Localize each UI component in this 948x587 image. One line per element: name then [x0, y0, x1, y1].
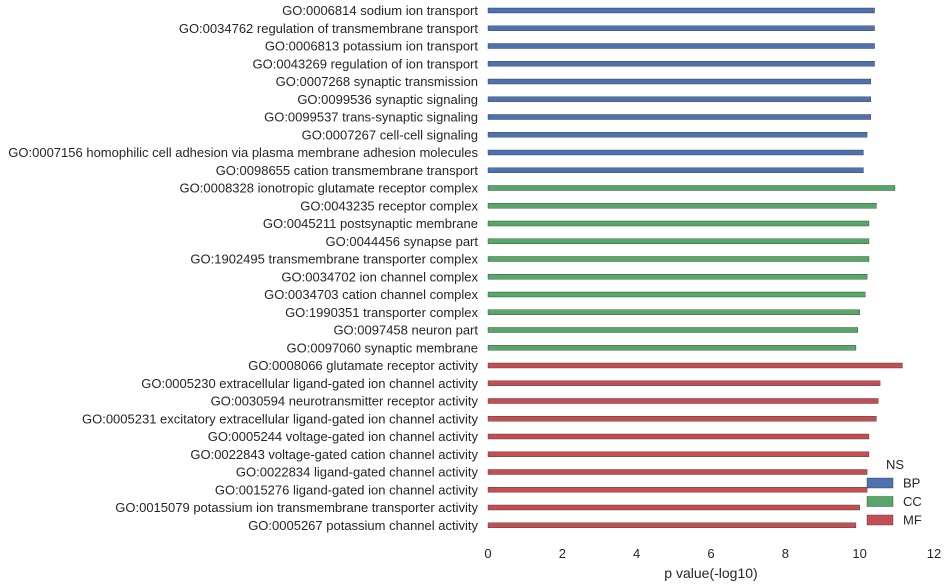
- category-label: GO:0044456 synapse part: [326, 234, 479, 249]
- category-label: GO:0043235 receptor complex: [300, 198, 478, 213]
- legend-label-bp: BP: [903, 476, 920, 491]
- bars-layer: [487, 7, 903, 528]
- category-label: GO:0034762 regulation of transmembrane t…: [179, 21, 479, 36]
- bar-mf: [487, 433, 870, 440]
- x-axis-ticks: 0 2 4 6 8 10 12: [484, 546, 941, 561]
- category-labels: GO:0006814 sodium ion transport GO:003476…: [8, 3, 478, 533]
- legend-swatch-mf: [866, 514, 894, 526]
- category-label: GO:0045211 postsynaptic membrane: [263, 216, 478, 231]
- bar-cc: [487, 238, 870, 244]
- bar-cc: [487, 291, 866, 298]
- category-label: GO:1902495 transmembrane transporter com…: [190, 252, 478, 267]
- bar-bp: [487, 78, 872, 85]
- bar-bp: [487, 96, 872, 102]
- bar-cc: [487, 327, 859, 333]
- legend-swatch-bp: [866, 477, 894, 489]
- bar-mf: [487, 487, 868, 493]
- bar-mf: [487, 469, 868, 475]
- bar-bp: [487, 7, 875, 14]
- x-tick-label: 0: [484, 546, 491, 561]
- legend-label-mf: MF: [903, 513, 922, 528]
- x-tick-label: 8: [782, 546, 789, 561]
- x-tick-label: 4: [633, 546, 640, 561]
- category-label: GO:1990351 transporter complex: [285, 305, 478, 320]
- category-label: GO:0005244 voltage-gated ion channel act…: [208, 429, 479, 444]
- category-label: GO:0099537 trans-synaptic signaling: [264, 110, 478, 125]
- legend-label-cc: CC: [903, 494, 922, 509]
- category-label: GO:0005231 excitatory extracellular liga…: [82, 411, 479, 426]
- bar-cc: [487, 185, 896, 191]
- category-label: GO:0007267 cell-cell signaling: [302, 127, 478, 142]
- category-label: GO:0008066 glutamate receptor activity: [248, 358, 478, 373]
- bar-bp: [487, 61, 875, 67]
- category-label: GO:0097060 synaptic membrane: [287, 340, 479, 355]
- category-label: GO:0008328 ionotropic glutamate receptor…: [180, 181, 479, 196]
- category-label: GO:0022834 ligand-gated channel activity: [236, 465, 479, 480]
- bar-cc: [487, 345, 857, 351]
- bar-mf: [487, 416, 877, 422]
- bar-mf: [487, 522, 857, 528]
- bar-cc: [487, 203, 877, 209]
- bar-cc: [487, 274, 868, 280]
- category-label: GO:0097458 neuron part: [333, 323, 478, 338]
- bar-bp: [487, 132, 868, 138]
- bar-cc: [487, 220, 870, 227]
- bar-bp: [487, 25, 875, 31]
- bar-mf: [487, 504, 860, 511]
- bar-cc: [487, 256, 870, 262]
- category-label: GO:0006814 sodium ion transport: [282, 3, 478, 18]
- category-label: GO:0015079 potassium ion transmembrane t…: [115, 500, 478, 515]
- bar-bp: [487, 167, 864, 173]
- category-label: GO:0006813 potassium ion transport: [265, 39, 479, 54]
- category-label: GO:0099536 synaptic signaling: [297, 92, 478, 107]
- category-label: GO:0007156 homophilic cell adhesion via …: [8, 145, 478, 160]
- category-label: GO:0022843 voltage-gated cation channel …: [190, 447, 478, 462]
- category-label: GO:0098655 cation transmembrane transpor…: [216, 163, 479, 178]
- x-tick-label: 2: [559, 546, 566, 561]
- bar-mf: [487, 380, 881, 386]
- legend: NS BP CC MF: [866, 457, 922, 528]
- category-label: GO:0005230 extracellular ligand-gated io…: [141, 376, 478, 391]
- legend-swatch-cc: [866, 496, 894, 507]
- x-tick-label: 6: [707, 546, 714, 561]
- bar-bp: [487, 149, 864, 156]
- x-tick-label: 10: [852, 546, 866, 561]
- bar-mf: [487, 362, 903, 369]
- category-label: GO:0030594 neurotransmitter receptor act…: [211, 394, 479, 409]
- x-axis-label: p value(-log10): [664, 565, 757, 581]
- category-label: GO:0043269 regulation of ion transport: [253, 56, 479, 71]
- bar-bp: [487, 43, 875, 49]
- x-tick-label: 12: [927, 546, 941, 561]
- category-label: GO:0034702 ion channel complex: [281, 269, 478, 284]
- legend-title: NS: [886, 457, 904, 472]
- bar-mf: [487, 398, 879, 404]
- category-label: GO:0034703 cation channel complex: [264, 287, 478, 302]
- category-label: GO:0005267 potassium channel activity: [248, 518, 478, 533]
- bar-mf: [487, 451, 870, 457]
- bar-cc: [487, 309, 860, 315]
- category-label: GO:0015276 ligand-gated ion channel acti…: [215, 482, 479, 497]
- category-label: GO:0007268 synaptic transmission: [276, 74, 478, 89]
- bar-bp: [487, 114, 872, 120]
